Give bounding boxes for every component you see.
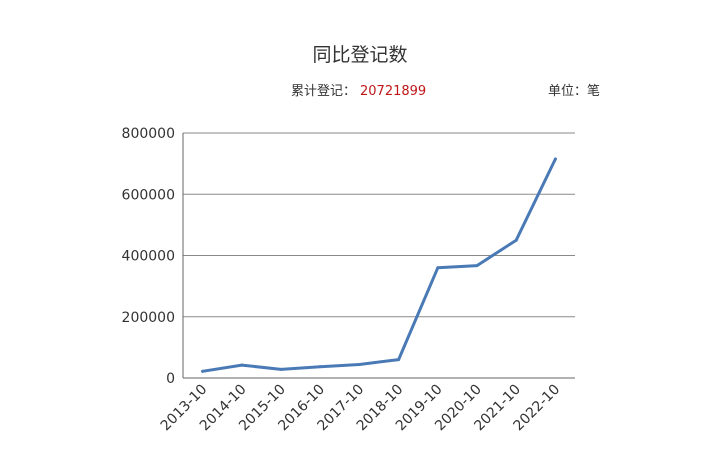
- y-tick-label: 0: [166, 371, 175, 387]
- data-point: [318, 365, 322, 369]
- y-tick-label: 600000: [122, 187, 175, 203]
- data-point: [397, 358, 401, 362]
- data-point: [475, 264, 479, 268]
- series-group: [201, 157, 557, 373]
- data-point: [279, 367, 283, 371]
- total-label: 累计登记：: [291, 84, 357, 99]
- unit-label: 单位：笔: [548, 84, 601, 99]
- data-point: [436, 266, 440, 270]
- y-tick-labels: 0 200000 400000 600000 800000: [122, 126, 175, 387]
- gridlines: [183, 132, 575, 318]
- y-tick-label: 800000: [122, 126, 175, 142]
- data-point: [553, 157, 557, 161]
- x-tick-labels: 2013-102014-102015-102016-102017-102018-…: [158, 382, 563, 435]
- total-value: 20721899: [360, 84, 427, 99]
- data-point: [201, 369, 205, 373]
- y-tick-label: 400000: [122, 249, 175, 265]
- y-tick-label: 200000: [122, 310, 175, 326]
- series-line: [201, 157, 557, 373]
- total-registrations: 累计登记： 20721899: [291, 80, 426, 99]
- data-point: [357, 363, 361, 367]
- chart-title: 同比登记数: [312, 44, 408, 66]
- data-point: [240, 363, 244, 367]
- data-point: [514, 238, 518, 242]
